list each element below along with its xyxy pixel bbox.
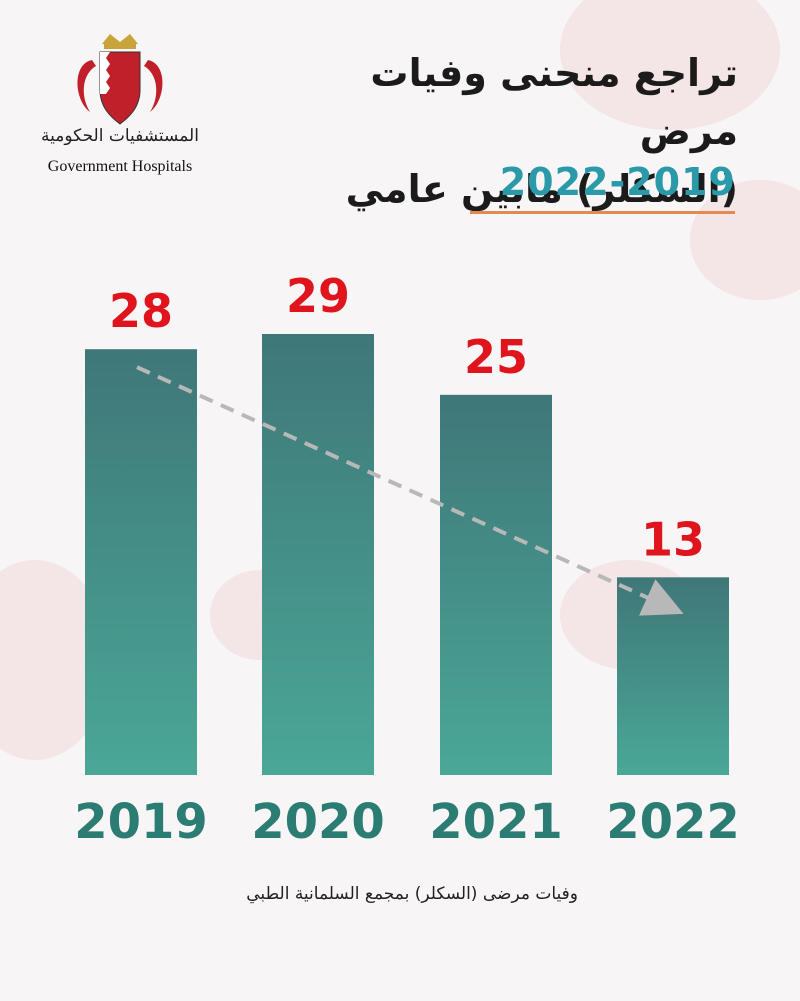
logo-english-name: Government Hospitals bbox=[47, 158, 193, 175]
title-line-2: (السكلر) مابين عامي bbox=[345, 167, 738, 211]
bar-2022 bbox=[617, 577, 729, 775]
bar-2020 bbox=[262, 334, 374, 775]
bahrain-emblem-icon bbox=[77, 34, 163, 125]
year-label-2021: 2021 bbox=[429, 794, 563, 850]
title-underline bbox=[470, 211, 735, 214]
bar-2021 bbox=[440, 394, 552, 775]
logo-arabic-name: المستشفيات الحكومية bbox=[41, 126, 199, 146]
year-label-2022: 2022 bbox=[606, 794, 740, 850]
value-label-2019: 28 bbox=[109, 284, 173, 338]
title-line-1: تراجع منحنى وفيات مرض bbox=[370, 51, 738, 153]
trend-arrow bbox=[136, 365, 684, 616]
background-blob bbox=[690, 180, 800, 300]
page-title: تراجع منحنى وفيات مرض (السكلر) مابين عام… bbox=[298, 44, 738, 218]
value-label-2022: 13 bbox=[641, 512, 705, 566]
year-label-2020: 2020 bbox=[251, 794, 385, 850]
year-label-2019: 2019 bbox=[74, 794, 208, 850]
value-label-2020: 29 bbox=[286, 269, 350, 323]
logo: المستشفيات الحكومية Government Hospitals bbox=[40, 30, 200, 180]
title-year-range: 2022-2019 bbox=[499, 160, 736, 204]
value-label-2021: 25 bbox=[464, 330, 528, 384]
bar-2019 bbox=[85, 349, 197, 775]
background-blob bbox=[560, 0, 780, 130]
chart-footnote: وفيات مرضى (السكلر) بمجمع السلمانية الطب… bbox=[246, 884, 578, 904]
